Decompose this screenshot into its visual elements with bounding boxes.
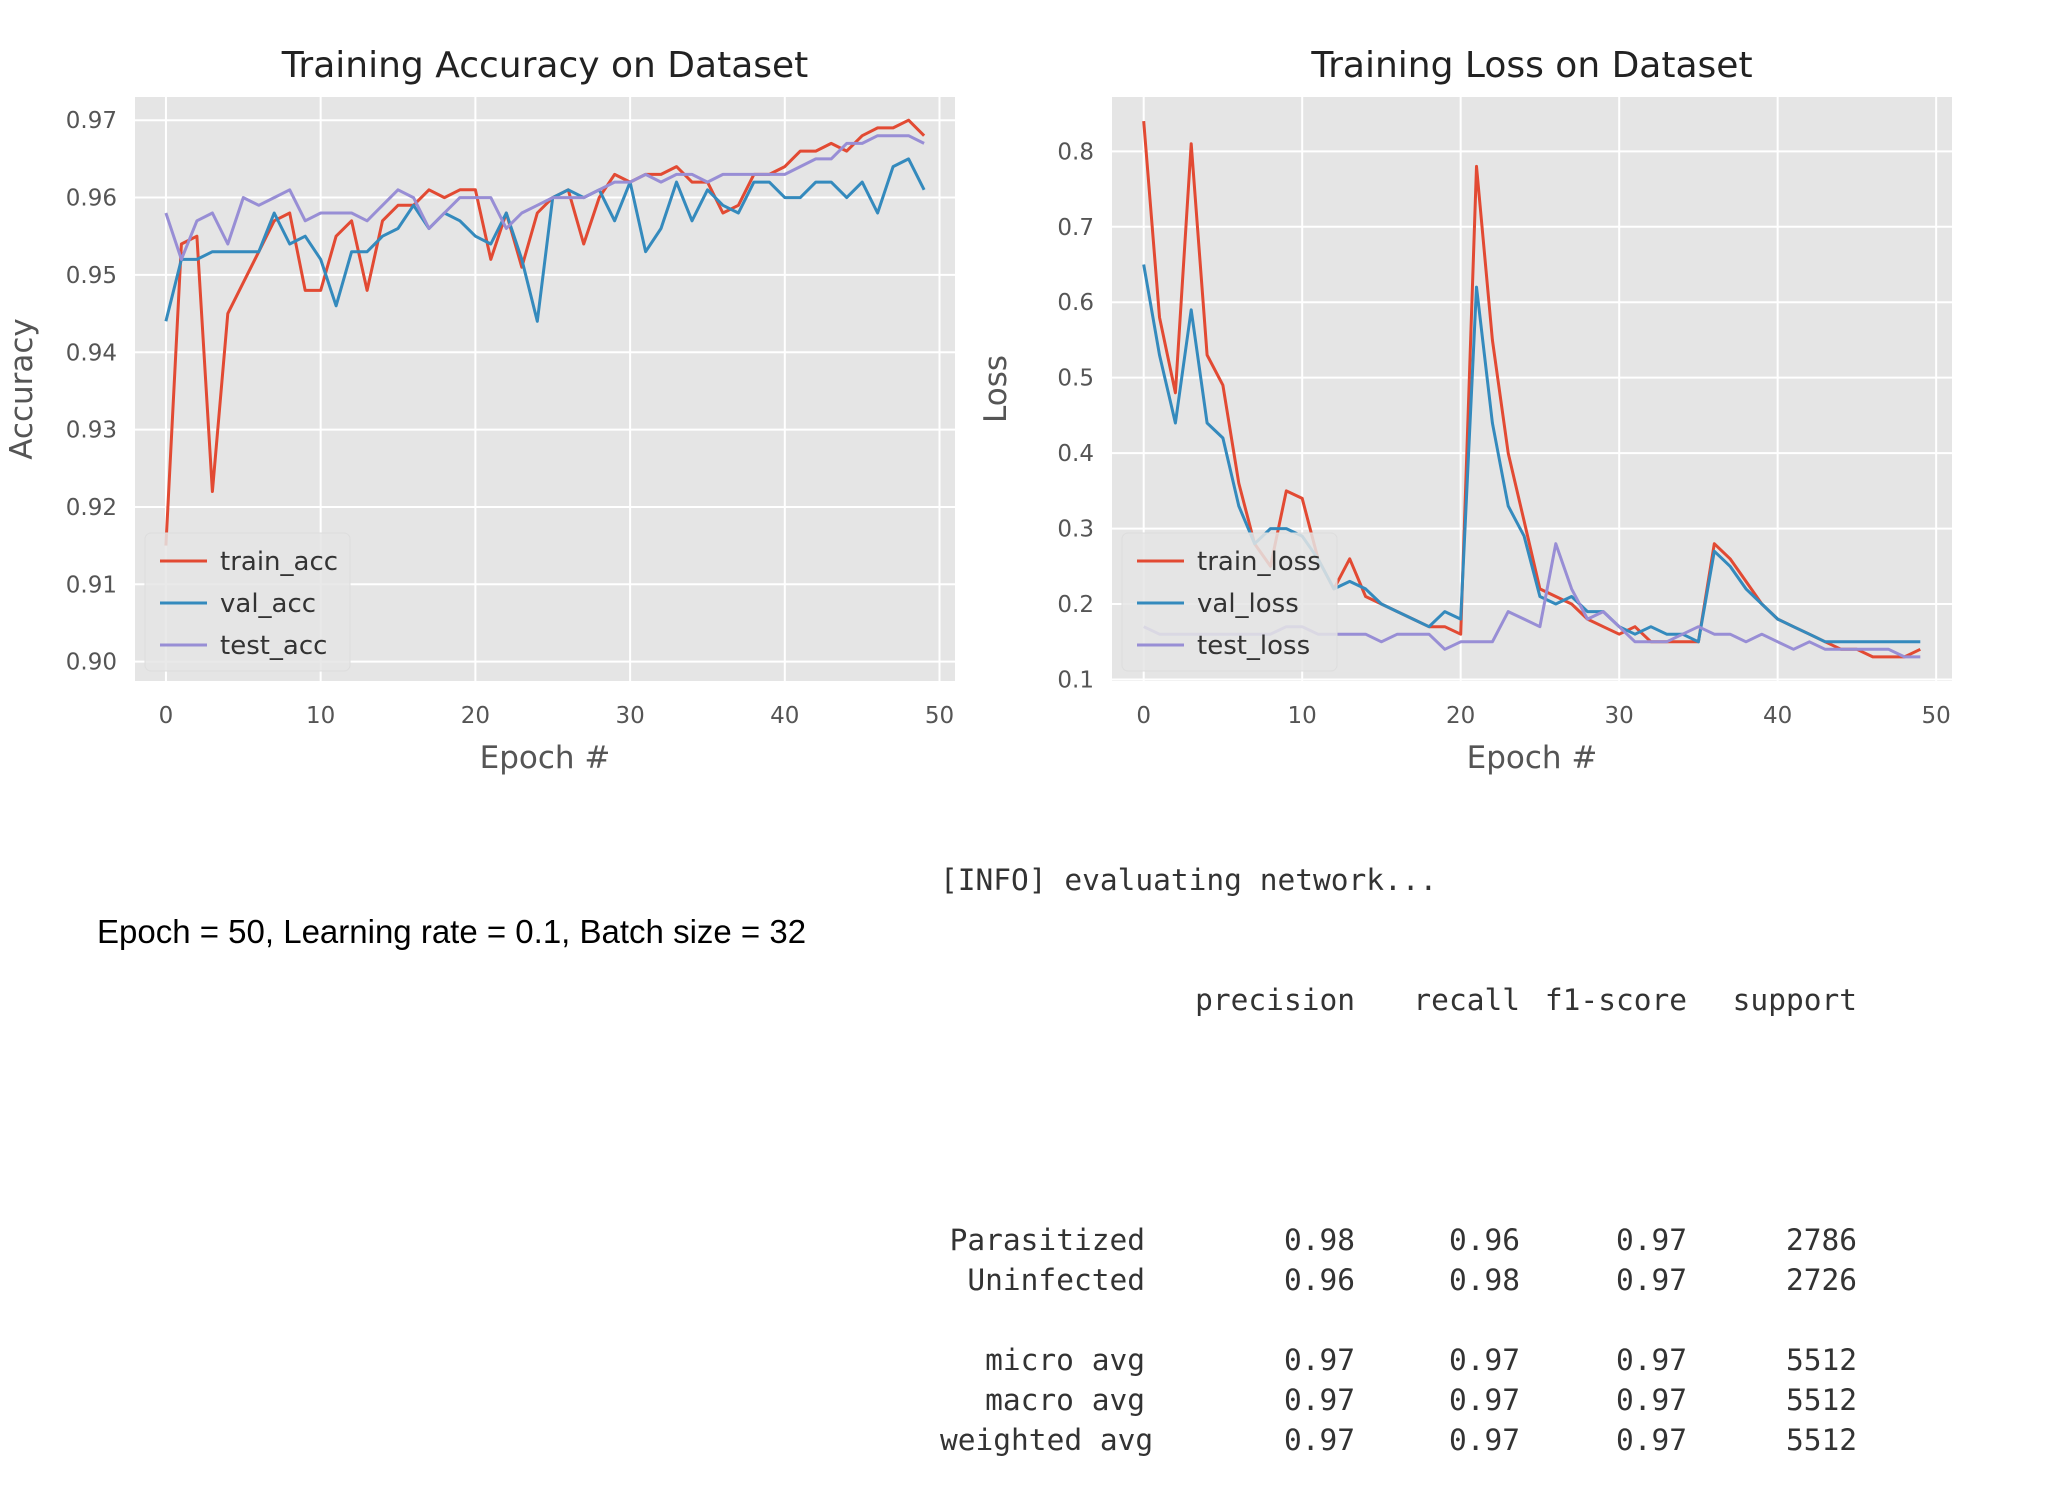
- x-tick-label: 20: [461, 703, 490, 729]
- training-parameters-caption: Epoch = 50, Learning rate = 0.1, Batch s…: [97, 913, 807, 950]
- legend: train_loss val_loss test_loss: [1121, 532, 1338, 672]
- y-tick-label: 0.97: [66, 108, 117, 134]
- report-row-precision: 0.97: [1283, 1343, 1355, 1377]
- legend-label: val_loss: [1197, 589, 1299, 619]
- series-line-val-loss: [1142, 264, 1921, 644]
- report-row: Uninfected 0.96 0.98 0.97 2726: [940, 1260, 1857, 1300]
- x-tick-label: 50: [1922, 703, 1951, 729]
- legend-label: train_loss: [1197, 547, 1321, 577]
- report-row-support: 5512: [1785, 1343, 1857, 1377]
- y-tick-label: 0.94: [66, 340, 117, 366]
- legend-label: test_loss: [1197, 631, 1310, 661]
- y-tick-label: 0.6: [1057, 290, 1094, 316]
- report-header-precision: precision: [1195, 983, 1355, 1017]
- report-row-precision: 0.96: [1283, 1263, 1355, 1297]
- report-rows: Parasitized 0.98 0.96 0.97 2786 Uninfected 0.9…: [940, 1220, 1857, 1460]
- report-row-label: weighted avg: [940, 1423, 1154, 1457]
- series-line-train-acc: [164, 118, 926, 546]
- x-tick-label: 10: [1288, 703, 1317, 729]
- report-info-line: [INFO] evaluating network...: [940, 863, 1438, 897]
- x-tick-label: 0: [159, 703, 174, 729]
- y-tick-label: 0.96: [66, 186, 117, 212]
- report-row-precision: 0.97: [1283, 1423, 1355, 1457]
- y-axis-label: Accuracy: [4, 318, 40, 460]
- x-tick-label: 30: [615, 703, 644, 729]
- x-tick-label: 40: [1763, 703, 1792, 729]
- legend-label: val_acc: [220, 589, 316, 619]
- legend-label: test_acc: [220, 631, 327, 661]
- report-row: micro avg 0.97 0.97 0.97 5512: [940, 1340, 1857, 1380]
- report-row-support: 2786: [1785, 1223, 1857, 1257]
- report-row-recall: 0.97: [1448, 1423, 1520, 1457]
- report-row-support: 2726: [1785, 1263, 1857, 1297]
- x-tick-label: 0: [1136, 703, 1151, 729]
- y-axis-label: Loss: [978, 355, 1014, 423]
- classification-report: [INFO] evaluating network... precision re…: [940, 780, 1857, 1500]
- loss-chart: 0 10 20 30 40 50 0.1 0.2 0.3 0.4 0.5 0.6 0.7 0.8 Train…: [978, 45, 1952, 776]
- report-row-label: micro avg: [985, 1343, 1145, 1377]
- y-tick-label: 0.92: [66, 495, 117, 521]
- y-tick-label: 0.91: [66, 572, 117, 598]
- report-row: macro avg 0.97 0.97 0.97 5512: [940, 1380, 1857, 1420]
- report-row-f1-score: 0.97: [1615, 1223, 1687, 1257]
- report-row: weighted avg 0.97 0.97 0.97 5512: [940, 1420, 1857, 1460]
- report-row: Parasitized 0.98 0.96 0.97 2786: [940, 1220, 1857, 1260]
- report-row-support: 5512: [1785, 1423, 1857, 1457]
- report-row-recall: 0.97: [1448, 1383, 1520, 1417]
- x-tick-label: 20: [1446, 703, 1475, 729]
- x-axis-label: Epoch #: [1467, 740, 1598, 776]
- x-tick-label: 30: [1605, 703, 1634, 729]
- chart-title: Training Accuracy on Dataset: [281, 45, 809, 86]
- report-row-recall: 0.98: [1448, 1263, 1520, 1297]
- y-tick-label: 0.8: [1057, 139, 1094, 165]
- figure: 0 10 20 30 40 50 0.90 0.91 0.92 0.93 0.94 0.95 0.96 0…: [4, 45, 1952, 776]
- legend-box: [144, 532, 351, 672]
- legend: train_acc val_acc test_acc: [144, 532, 351, 672]
- y-tick-label: 0.1: [1057, 667, 1094, 693]
- y-tick-label: 0.4: [1057, 441, 1094, 467]
- report-row-precision: 0.97: [1283, 1383, 1355, 1417]
- report-row-label: Uninfected: [967, 1263, 1145, 1297]
- report-row-precision: 0.98: [1283, 1223, 1355, 1257]
- legend-box: [1121, 532, 1338, 672]
- y-tick-label: 0.95: [66, 263, 117, 289]
- chart-title: Training Loss on Dataset: [1310, 45, 1752, 86]
- series-line-test-acc: [164, 134, 925, 261]
- y-tick-label: 0.93: [66, 418, 117, 444]
- report-row-f1-score: 0.97: [1615, 1263, 1687, 1297]
- report-row-recall: 0.96: [1448, 1223, 1520, 1257]
- report-spacer: [940, 1300, 1857, 1340]
- report-header-f1-score: f1-score: [1544, 983, 1687, 1017]
- report-row-label: Parasitized: [949, 1223, 1145, 1257]
- report-row-f1-score: 0.97: [1615, 1423, 1687, 1457]
- series-line-val-acc: [164, 157, 926, 323]
- report-spacer: [940, 1100, 1857, 1140]
- y-tick-label: 0.5: [1057, 366, 1094, 392]
- report-row-f1-score: 0.97: [1615, 1343, 1687, 1377]
- report-row-recall: 0.97: [1448, 1343, 1520, 1377]
- report-header-support: support: [1732, 983, 1857, 1017]
- y-tick-label: 0.3: [1057, 517, 1094, 543]
- x-tick-label: 50: [925, 703, 954, 729]
- report-row-support: 5512: [1785, 1383, 1857, 1417]
- report-header-row: precision recall f1-score support: [940, 980, 1857, 1020]
- x-tick-label: 40: [770, 703, 799, 729]
- report-row-label: macro avg: [985, 1383, 1145, 1417]
- report-header-recall: recall: [1413, 983, 1520, 1017]
- x-tick-label: 10: [306, 703, 335, 729]
- y-tick-label: 0.90: [66, 650, 117, 676]
- legend-label: train_acc: [220, 547, 338, 577]
- y-tick-label: 0.2: [1057, 592, 1094, 618]
- accuracy-chart: 0 10 20 30 40 50 0.90 0.91 0.92 0.93 0.94 0.95 0.96 0…: [4, 45, 955, 776]
- y-tick-label: 0.7: [1057, 215, 1094, 241]
- report-row-f1-score: 0.97: [1615, 1383, 1687, 1417]
- x-axis-label: Epoch #: [480, 740, 611, 776]
